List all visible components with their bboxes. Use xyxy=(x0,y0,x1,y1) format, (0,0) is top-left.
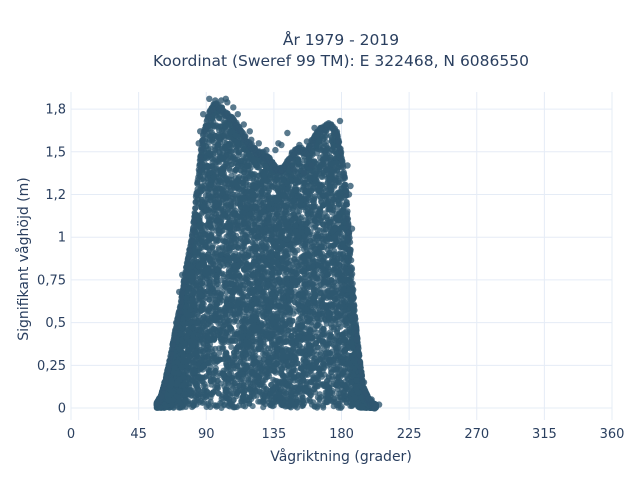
data-point xyxy=(271,181,278,188)
data-point xyxy=(234,363,241,370)
chart-title-line-1: År 1979 - 2019 xyxy=(283,30,399,49)
data-points xyxy=(153,95,383,412)
chart-title: År 1979 - 2019 Koordinat (Sweref 99 TM):… xyxy=(153,30,529,70)
chart-title-line-2: Koordinat (Sweref 99 TM): E 322468, N 60… xyxy=(153,52,529,70)
